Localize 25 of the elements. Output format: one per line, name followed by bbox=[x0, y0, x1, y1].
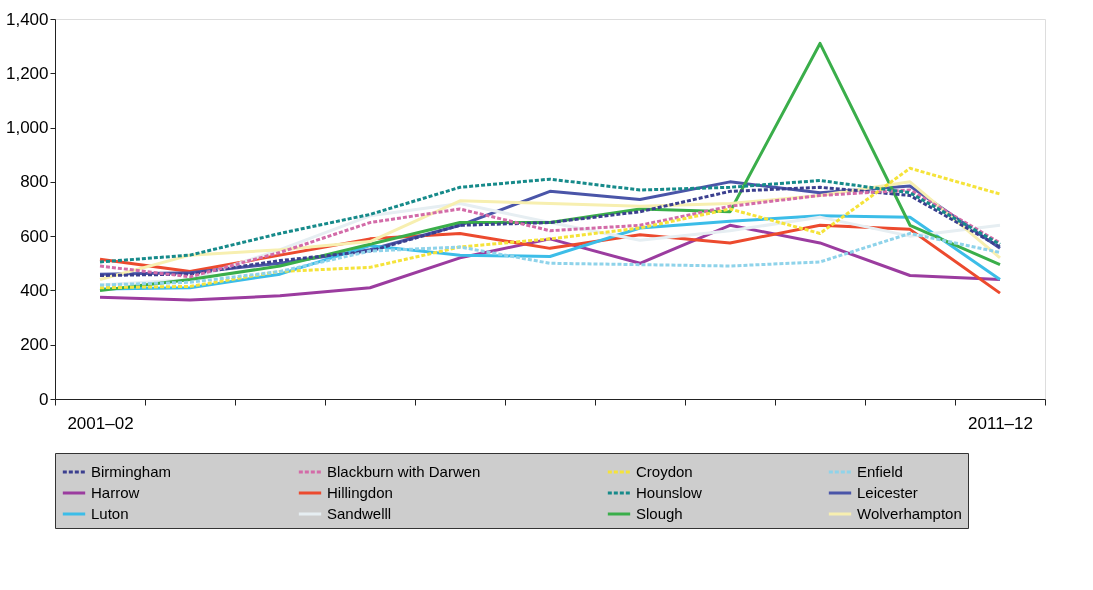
legend-label: Wolverhampton bbox=[857, 505, 962, 522]
legend-label: Croydon bbox=[636, 463, 693, 480]
line-series bbox=[98, 177, 1002, 264]
legend-label: Blackburn with Darwen bbox=[327, 463, 481, 480]
y-tick-label: 200 bbox=[20, 335, 49, 355]
legend-label: Enfield bbox=[857, 463, 903, 480]
legend-label: Luton bbox=[91, 505, 129, 522]
y-tick-label: 0 bbox=[39, 389, 49, 409]
legend-label: Hillingdon bbox=[327, 484, 393, 501]
y-tick-label: 800 bbox=[20, 172, 49, 192]
y-tick-label: 1,400 bbox=[5, 9, 49, 29]
legend-label: Birmingham bbox=[91, 463, 172, 480]
legend-label: Harrow bbox=[91, 484, 140, 501]
legend-label: Sandwelll bbox=[327, 505, 392, 522]
y-tick-label: 1,200 bbox=[5, 63, 49, 83]
y-tick-label: 400 bbox=[20, 280, 49, 300]
y-tick-label: 1,000 bbox=[5, 118, 49, 138]
legend-label: Hounslow bbox=[636, 484, 703, 501]
y-tick-label: 600 bbox=[20, 226, 49, 246]
legend-label: Leicester bbox=[857, 484, 918, 501]
line-series bbox=[98, 231, 1002, 287]
line-series bbox=[98, 166, 1002, 290]
x-tick-label: 2001–02 bbox=[67, 413, 134, 433]
x-tick-label: 2011–12 bbox=[968, 413, 1033, 433]
legend-label: Slough bbox=[636, 505, 683, 522]
